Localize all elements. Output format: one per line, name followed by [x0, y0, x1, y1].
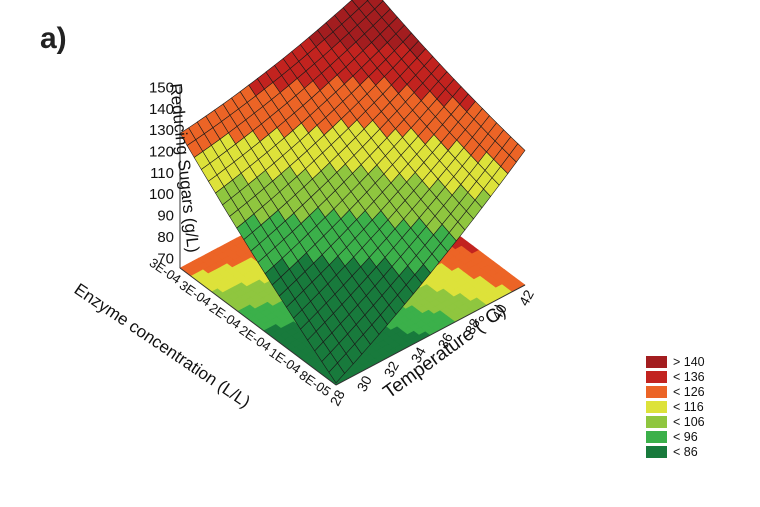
legend-swatch: [646, 355, 667, 368]
legend-label: < 116: [673, 399, 704, 414]
legend-item: < 86: [646, 444, 705, 459]
z-tick-label: 120: [149, 144, 174, 161]
legend-swatch: [646, 445, 667, 458]
legend-label: > 140: [673, 354, 705, 369]
x-tick-label: 42: [516, 287, 538, 308]
z-tick-label: 80: [157, 229, 174, 246]
legend: > 140 < 136 < 126 < 116 < 106 < 96 < 86: [646, 354, 705, 459]
x-tick-label: 28: [327, 387, 349, 408]
x-tick-label: 32: [381, 358, 403, 379]
legend-label: < 106: [673, 414, 705, 429]
legend-item: < 106: [646, 414, 705, 429]
z-tick-label: 110: [150, 165, 174, 182]
y-axis-line: [179, 267, 337, 386]
x-axis-line: [335, 284, 526, 386]
x-tick-label: 34: [408, 344, 430, 365]
legend-item: > 140: [646, 354, 705, 369]
z-tick-label: 150: [149, 80, 174, 97]
legend-swatch: [646, 415, 667, 428]
legend-item: < 116: [646, 399, 705, 414]
x-tick-label: 36: [435, 330, 457, 351]
legend-item: < 96: [646, 429, 705, 444]
legend-label: < 136: [673, 369, 705, 384]
legend-label: < 86: [673, 444, 698, 459]
z-tick-label: 70: [157, 250, 174, 267]
x-tick-label: 38: [462, 316, 484, 337]
legend-swatch: [646, 385, 667, 398]
legend-swatch: [646, 370, 667, 383]
x-tick-label: 30: [354, 373, 376, 394]
legend-item: < 136: [646, 369, 705, 384]
legend-swatch: [646, 430, 667, 443]
x-tick-label: 40: [489, 301, 511, 322]
z-tick-label: 100: [149, 186, 174, 203]
legend-label: < 96: [673, 429, 698, 444]
panel-label: a): [40, 22, 67, 55]
response-surface: [179, 0, 526, 384]
axes: [179, 86, 526, 386]
z-tick-label: 140: [149, 101, 174, 118]
legend-label: < 126: [673, 384, 705, 399]
surface-cell: [328, 362, 345, 384]
z-tick-label: 90: [157, 208, 174, 225]
legend-swatch: [646, 400, 667, 413]
z-tick-label: 130: [149, 122, 174, 139]
legend-item: < 126: [646, 384, 705, 399]
